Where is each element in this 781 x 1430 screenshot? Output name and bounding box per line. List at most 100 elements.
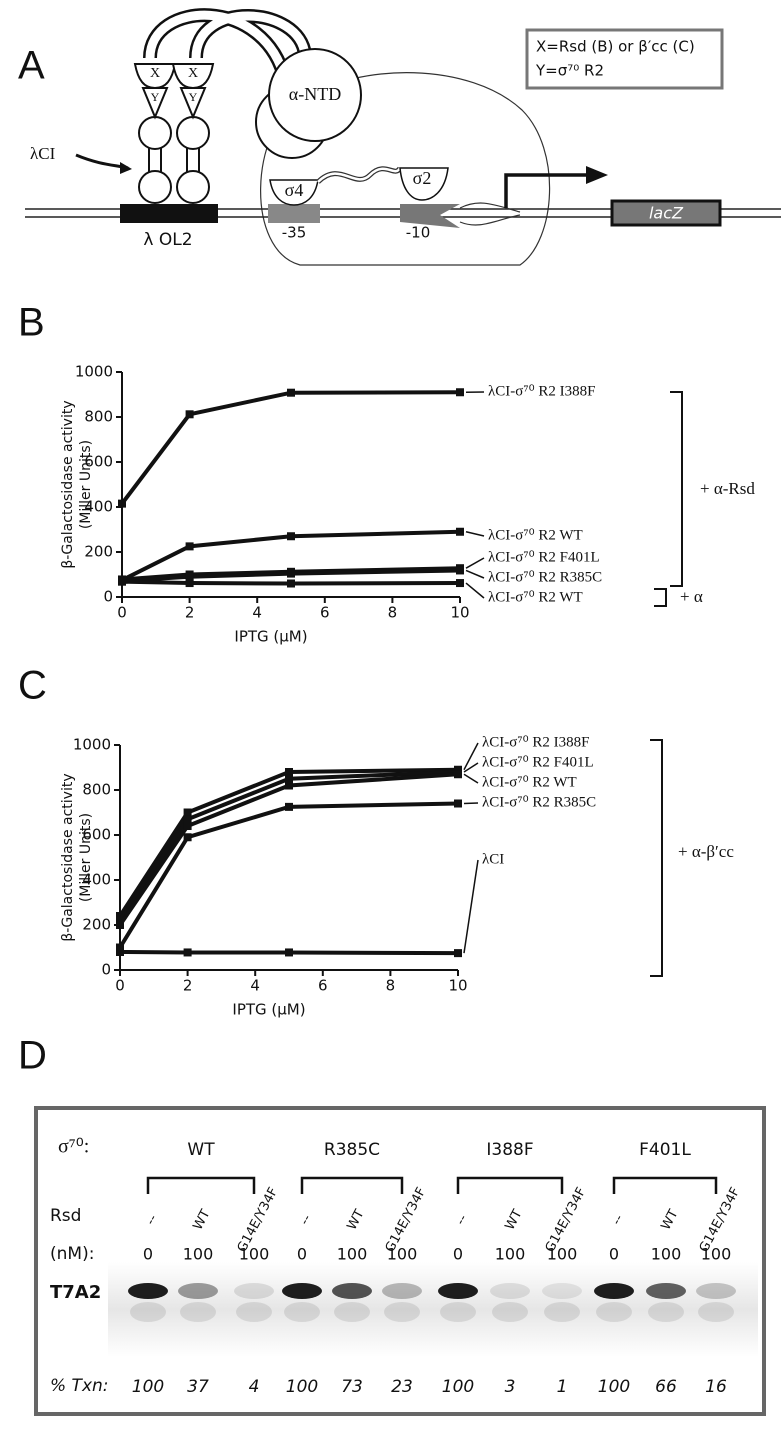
y-tick-label: 0 [103, 588, 113, 606]
smear [384, 1302, 420, 1322]
y-label: Y [151, 90, 160, 104]
sigma4-label: σ4 [285, 180, 304, 200]
conc-label: 100 [495, 1245, 526, 1264]
txn-value: 1 [557, 1377, 568, 1397]
minus35-box [268, 204, 320, 223]
series-label: λCI-σ⁷⁰ R2 WT [488, 589, 583, 605]
conc-label: 100 [651, 1245, 682, 1264]
label-connector [463, 773, 479, 784]
y-tick-label: 600 [84, 453, 113, 471]
point [183, 948, 192, 957]
group-label: WT [187, 1140, 215, 1160]
panel-label: B [18, 301, 45, 345]
series-label: λCI-σ⁷⁰ R2 R385C [482, 794, 596, 810]
point [116, 916, 124, 925]
txn-value: 100 [286, 1377, 318, 1397]
reporter-box [610, 199, 722, 227]
smear [236, 1302, 272, 1322]
tether [145, 10, 310, 82]
x-tick-label: 10 [448, 977, 467, 995]
series-line [119, 950, 459, 956]
series-label: λCI [482, 851, 504, 867]
operator-label: λ OL2 [143, 230, 192, 250]
pointer [120, 162, 132, 174]
y-tick-label: 200 [82, 916, 111, 934]
y-tick-label: 800 [82, 781, 111, 799]
start-arrow [504, 173, 590, 208]
x-tick-label: 6 [318, 977, 328, 995]
point [287, 388, 295, 397]
x-tick-label: 2 [183, 977, 193, 995]
conc-label: 0 [453, 1245, 463, 1264]
y-tick-label: 400 [84, 498, 113, 516]
bubble [459, 202, 521, 226]
band [234, 1283, 274, 1299]
txn-value: 66 [655, 1377, 677, 1397]
bracket [654, 588, 667, 607]
group-bracket [146, 1176, 256, 1194]
conc-label: 100 [387, 1245, 418, 1264]
txn-value: 37 [187, 1377, 209, 1397]
group-label: F401L [639, 1140, 691, 1160]
series-label: λCI-σ⁷⁰ R2 F401L [482, 754, 594, 770]
series-label: λCI-σ⁷⁰ R2 F401L [488, 549, 600, 565]
txn-label: % Txn: [50, 1376, 109, 1396]
txn-value: 100 [442, 1377, 474, 1397]
point [185, 410, 194, 419]
point [285, 774, 293, 783]
smear [284, 1302, 320, 1322]
lane-label: -- [453, 1212, 471, 1228]
smear [698, 1302, 734, 1322]
x-axis-label: IPTG (μM) [234, 628, 307, 646]
point [118, 499, 126, 508]
x-domain [133, 63, 177, 90]
lambda-ci-domain [138, 170, 172, 204]
smear [130, 1302, 166, 1322]
txn-value: 4 [249, 1377, 260, 1397]
point [116, 943, 124, 952]
promoter-label: -35 [282, 224, 307, 242]
smear [596, 1302, 632, 1322]
y-axis-label: (Miller Units) [78, 440, 94, 529]
band [646, 1283, 686, 1299]
rsd-label: Rsd [50, 1206, 81, 1226]
annotation: + α-Rsd [700, 479, 755, 498]
band [382, 1283, 422, 1299]
conc-label: 100 [239, 1245, 270, 1264]
point [185, 572, 194, 581]
lane-label: WT [502, 1207, 525, 1232]
series-line [118, 772, 459, 927]
operator-box [120, 204, 218, 223]
label-connector [465, 569, 485, 579]
y-tick-label: 600 [82, 826, 111, 844]
point [116, 948, 124, 956]
band [178, 1283, 218, 1299]
point [287, 569, 295, 578]
conc-label: (nM): [50, 1244, 94, 1264]
y-tick-label: 400 [82, 871, 111, 889]
key-text: X=Rsd (B) or β′cc (C) [536, 38, 695, 56]
x-tick-label: 8 [388, 604, 398, 622]
gel-image [108, 1262, 758, 1357]
point [456, 527, 464, 536]
point [287, 579, 295, 588]
point [456, 579, 464, 588]
series-line [121, 568, 461, 583]
lambda-ci-label: λCI [30, 144, 56, 163]
series-line [118, 770, 459, 922]
point [116, 912, 124, 920]
point [287, 532, 295, 541]
band [332, 1283, 372, 1299]
point [285, 948, 293, 957]
x-label: X [188, 66, 198, 81]
series-line [120, 390, 461, 505]
gel-panel [34, 1106, 766, 1416]
panel-label: A [18, 44, 45, 88]
x-tick-label: 2 [185, 604, 195, 622]
series-label: λCI-σ⁷⁰ R2 WT [488, 527, 583, 543]
x-tick-label: 10 [450, 604, 469, 622]
conc-label: 100 [183, 1245, 214, 1264]
sigma2 [399, 167, 449, 201]
y-axis-label: β-Galactosidase activity [60, 400, 76, 568]
